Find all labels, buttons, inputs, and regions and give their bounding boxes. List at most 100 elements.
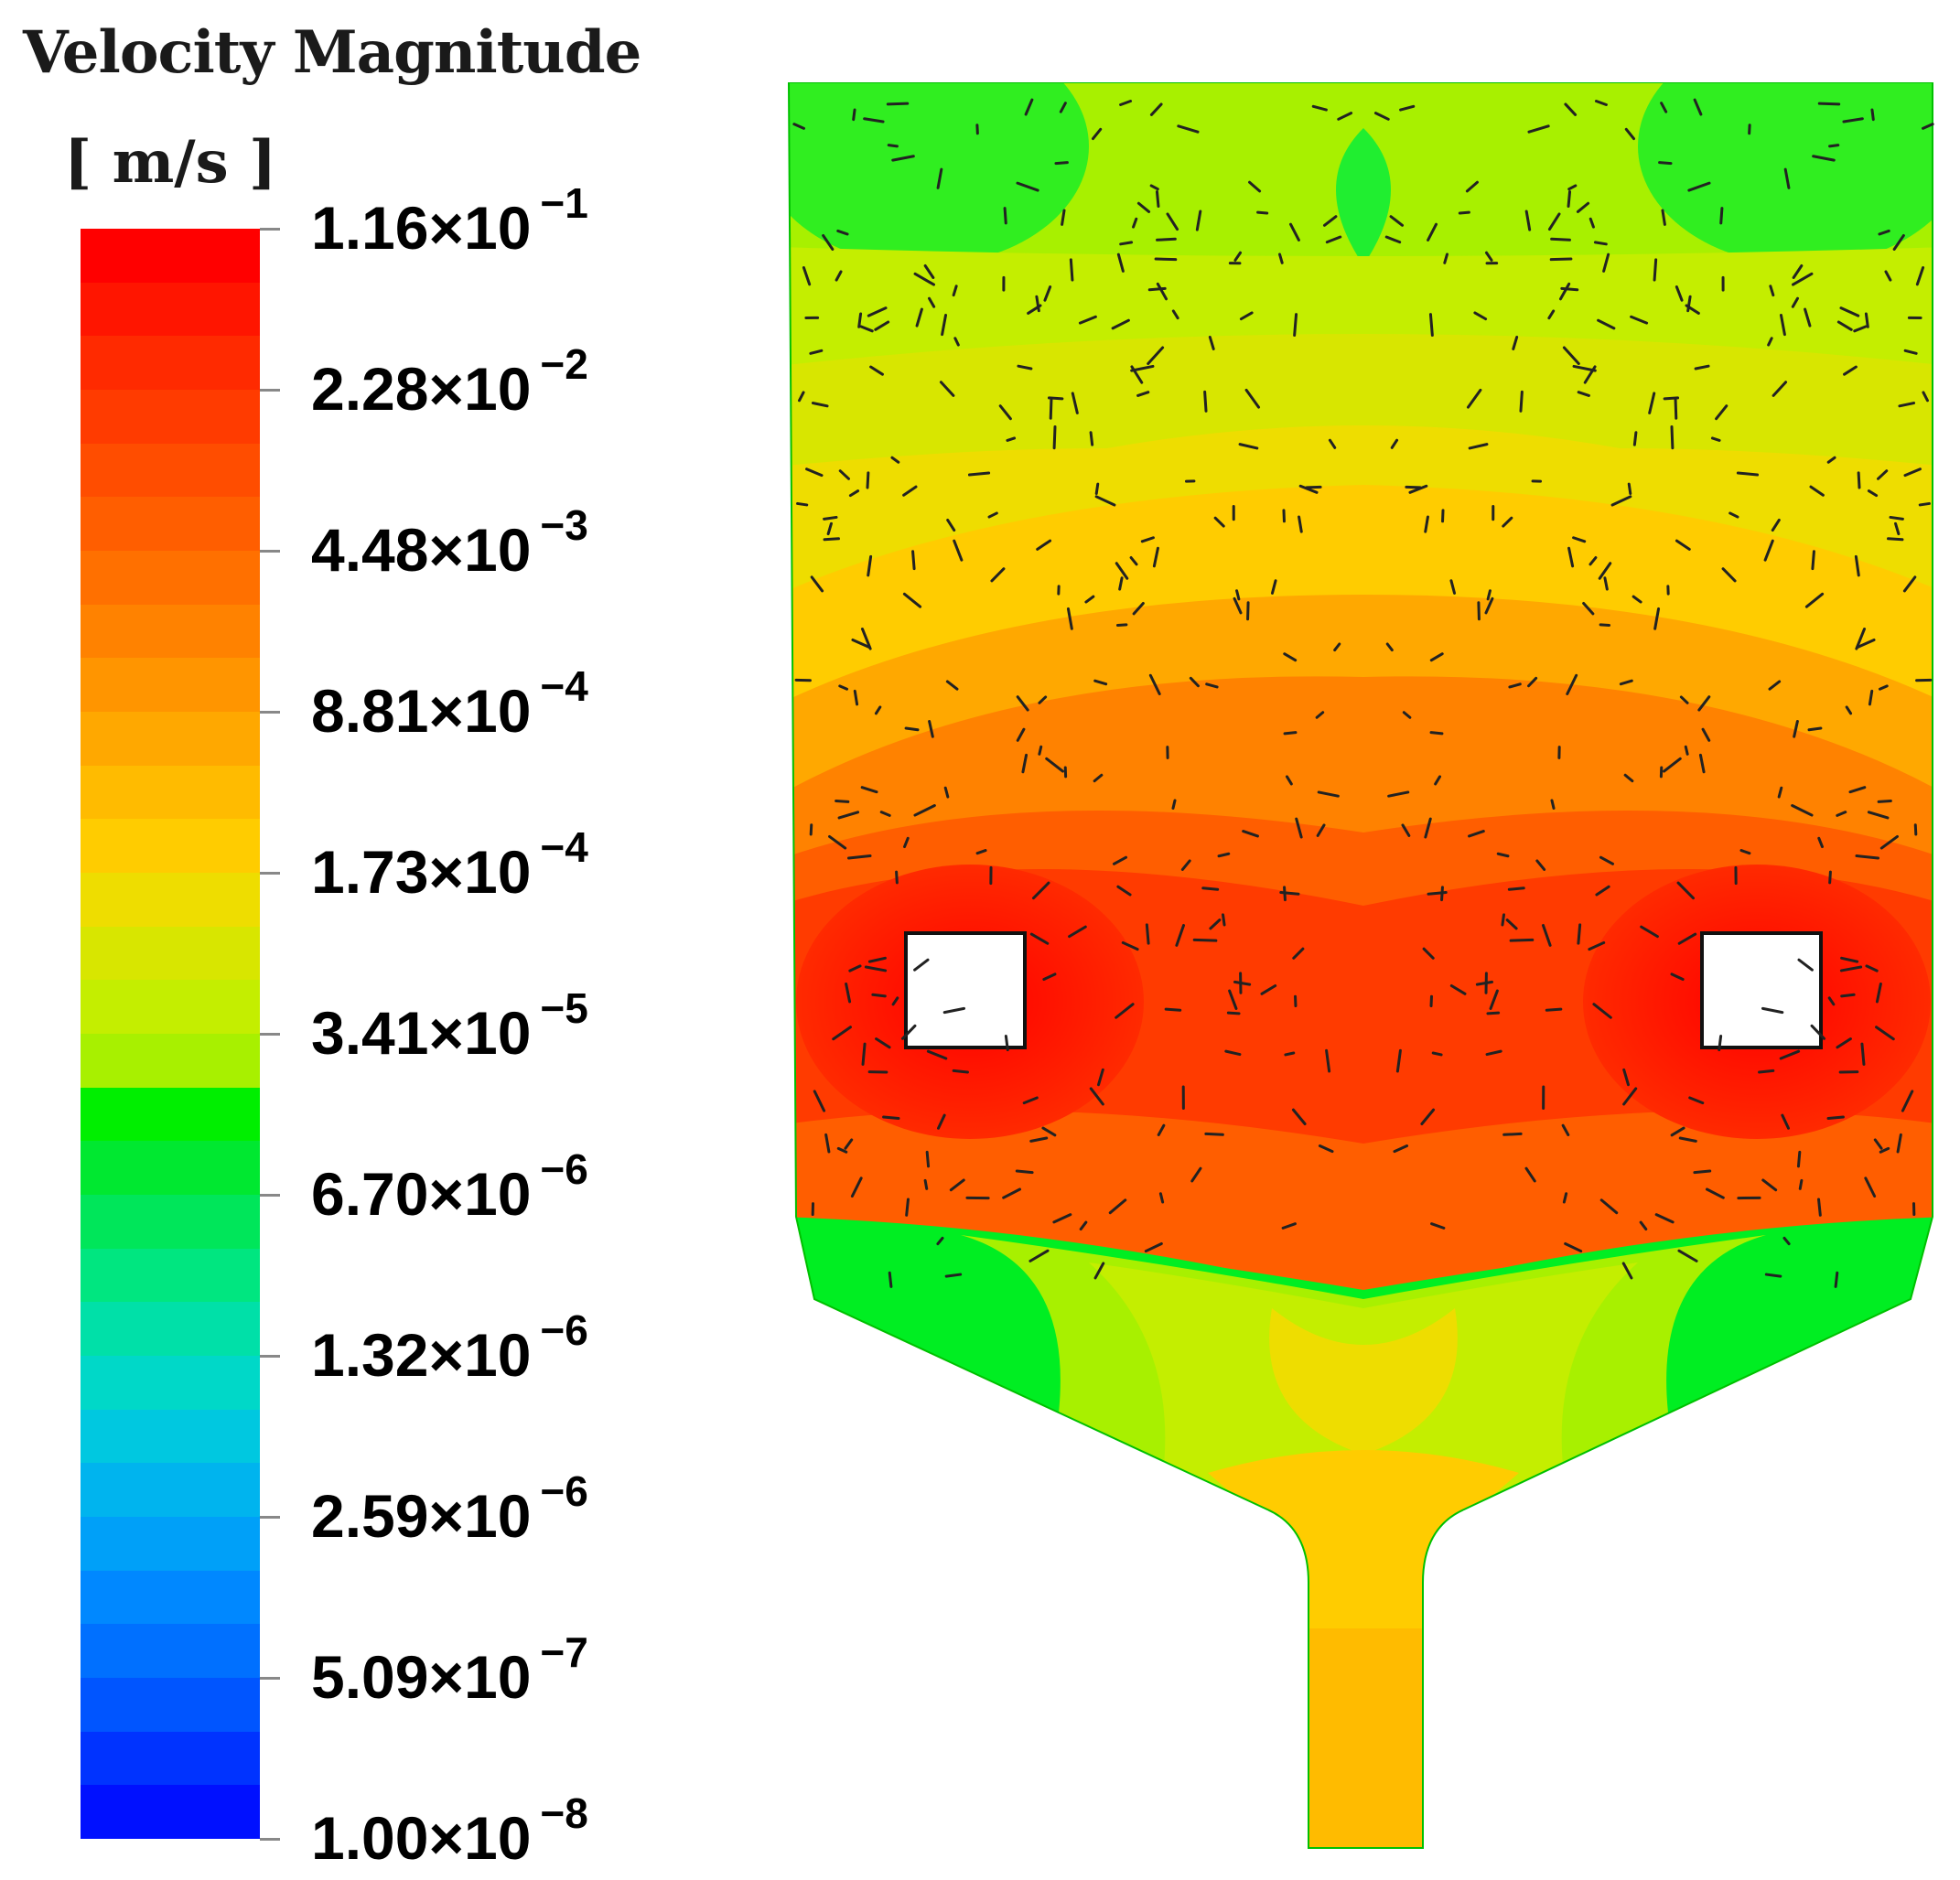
- velocity-vector: [1684, 745, 1689, 756]
- velocity-vector: [1239, 311, 1254, 321]
- velocity-vector: [1564, 1241, 1583, 1253]
- velocity-vector: [925, 1150, 931, 1168]
- color-bar-tick: [260, 1194, 280, 1197]
- velocity-vector: [1558, 282, 1571, 301]
- velocity-vector: [1761, 1178, 1778, 1192]
- velocity-vector: [913, 272, 935, 286]
- velocity-vector: [1318, 1144, 1334, 1154]
- velocity-vector: [998, 404, 1012, 421]
- velocity-vector: [1903, 349, 1918, 355]
- velocity-vector: [1316, 823, 1326, 837]
- tick-mantissa: 1.16×10: [311, 194, 532, 262]
- velocity-vector: [1763, 539, 1774, 562]
- velocity-vector: [1147, 286, 1167, 292]
- velocity-vector: [1524, 1166, 1536, 1183]
- velocity-vector: [1853, 325, 1868, 333]
- velocity-vector: [1797, 958, 1814, 972]
- velocity-vector: [1136, 391, 1150, 397]
- velocity-vector: [1420, 1108, 1436, 1126]
- velocity-vector: [1424, 817, 1432, 839]
- tick-mantissa: 2.28×10: [311, 355, 532, 423]
- velocity-vector: [1839, 965, 1863, 972]
- velocity-vector: [1285, 775, 1293, 786]
- velocity-vector: [1710, 436, 1721, 442]
- velocity-vector: [1284, 1051, 1296, 1057]
- tick-mantissa: 4.48×10: [311, 516, 532, 584]
- color-bar-tick-label: 1.16×10 −1: [311, 182, 588, 258]
- velocity-vector: [809, 823, 813, 836]
- velocity-vector: [1291, 1108, 1307, 1126]
- velocity-vector: [861, 1042, 867, 1066]
- velocity-vector: [1069, 258, 1074, 282]
- velocity-vector: [1595, 885, 1610, 897]
- color-bar-band: [81, 1248, 260, 1303]
- color-bar-band: [81, 926, 260, 981]
- velocity-vector: [1166, 212, 1179, 231]
- left-obstacle: [904, 931, 1027, 1049]
- velocity-vector: [1567, 190, 1572, 208]
- velocity-vector: [1468, 830, 1485, 838]
- color-bar-band: [81, 1678, 260, 1732]
- color-bar-tick: [260, 1033, 280, 1036]
- velocity-vector: [1428, 313, 1434, 337]
- velocity-vector: [1213, 516, 1225, 528]
- velocity-vector: [1918, 501, 1931, 507]
- velocity-vector: [1840, 956, 1859, 963]
- velocity-vector: [1535, 859, 1546, 871]
- velocity-vector: [1547, 309, 1556, 320]
- velocity-vector: [1828, 870, 1832, 885]
- velocity-vector: [902, 485, 918, 497]
- velocity-vector: [888, 1271, 893, 1288]
- tick-exponent: −4: [540, 662, 588, 710]
- velocity-vector: [1094, 495, 1116, 507]
- velocity-vector: [1177, 124, 1200, 134]
- velocity-vector: [946, 518, 956, 532]
- velocity-vector: [796, 501, 809, 507]
- velocity-vector: [891, 155, 915, 162]
- velocity-vector: [915, 307, 923, 328]
- velocity-vector: [1663, 757, 1682, 773]
- color-bar-tick: [260, 1516, 280, 1519]
- velocity-vector: [1524, 209, 1532, 231]
- velocity-vector: [1149, 184, 1159, 191]
- right-obstacle: [1700, 931, 1823, 1049]
- velocity-vector: [1164, 1007, 1182, 1012]
- color-bar-band: [81, 1034, 260, 1088]
- velocity-vector: [1848, 786, 1867, 794]
- velocity-vector: [1465, 180, 1479, 193]
- tick-exponent: −2: [540, 340, 588, 388]
- velocity-vector: [1002, 1187, 1022, 1199]
- velocity-vector: [1427, 222, 1438, 242]
- velocity-vector: [1810, 1024, 1826, 1040]
- velocity-vector: [903, 836, 910, 849]
- velocity-vector: [1632, 595, 1642, 604]
- velocity-vector: [1856, 638, 1876, 650]
- velocity-vector: [1588, 940, 1606, 951]
- velocity-vector: [874, 320, 890, 331]
- velocity-vector: [1687, 181, 1711, 192]
- velocity-vector: [848, 964, 862, 972]
- velocity-vector: [810, 575, 824, 593]
- velocity-vector: [1224, 1049, 1242, 1057]
- velocity-vector: [844, 1138, 854, 1150]
- velocity-vector: [1029, 1136, 1049, 1143]
- velocity-vector: [1736, 471, 1760, 477]
- velocity-vector: [1093, 679, 1108, 686]
- velocity-vector: [941, 313, 948, 337]
- velocity-vector: [1016, 181, 1039, 192]
- velocity-vector: [1777, 786, 1783, 799]
- color-bar-band: [81, 497, 260, 552]
- velocity-vector: [1807, 726, 1823, 732]
- velocity-vector: [1768, 680, 1782, 691]
- velocity-vector: [923, 263, 935, 279]
- velocity-vector: [1195, 209, 1202, 231]
- velocity-vector: [1728, 511, 1739, 519]
- velocity-vector: [1004, 1034, 1009, 1052]
- velocity-vector: [928, 296, 936, 308]
- color-bar-tick-label: 1.73×10 −4: [311, 826, 588, 902]
- velocity-vector: [1627, 482, 1632, 496]
- velocity-vector: [1112, 855, 1128, 865]
- velocity-vector: [911, 550, 916, 571]
- velocity-vector: [1913, 823, 1918, 836]
- velocity-vector: [1449, 579, 1457, 595]
